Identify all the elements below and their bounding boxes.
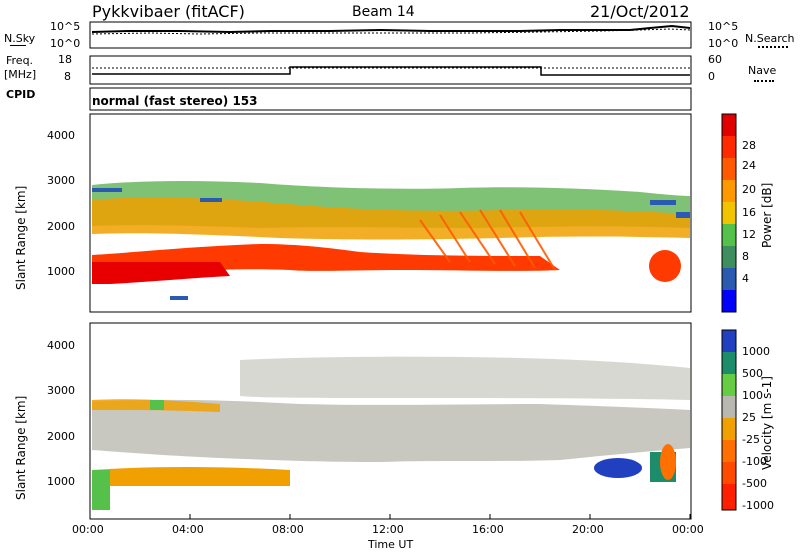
noise-sky-line (10, 45, 26, 46)
power-ytick-3000: 3000 (47, 174, 75, 187)
vel-cb-tick-1000: 1000 (742, 345, 770, 358)
vel-cb-tick-neg100: -100 (742, 455, 767, 468)
vel-cb-tick-neg25: -25 (742, 433, 760, 446)
velocity-blue-patch (594, 458, 642, 478)
power-cb-tick-20: 20 (742, 183, 756, 196)
power-ytick-4000: 4000 (47, 129, 75, 142)
vel-cb-tick-neg500: -500 (742, 477, 767, 490)
cpid-frame (89, 87, 692, 111)
freq-label: Freq. (6, 54, 34, 67)
beam-label: Beam 14 (352, 4, 415, 20)
velocity-upper-scatter (240, 356, 690, 400)
velocity-ytick-4000: 4000 (47, 339, 75, 352)
power-cb-tick-24: 24 (742, 159, 756, 172)
power-ytick-2000: 2000 (47, 220, 75, 233)
vel-cb-tick-neg1000: -1000 (742, 499, 774, 512)
power-mid-band (92, 197, 690, 240)
xtick-6: 00:00 (672, 523, 704, 536)
xlabel: Time UT (368, 538, 414, 551)
date-label: 21/Oct/2012 (590, 2, 690, 21)
power-cb-tick-12: 12 (742, 228, 756, 241)
velocity-orange-band (92, 467, 290, 486)
power-blue-scatter (92, 188, 690, 300)
velocity-colorbar (721, 329, 737, 511)
x-tick-marks (89, 514, 691, 519)
velocity-ytick-1000: 1000 (47, 475, 75, 488)
cpid-label: CPID (6, 88, 36, 101)
station-title: Pykkvibaer (fitACF) (92, 2, 245, 21)
power-cb-tick-16: 16 (742, 206, 756, 219)
noise-panel-frame (89, 21, 692, 49)
freq-unit-label: [MHz] (4, 68, 37, 81)
nave-line (754, 80, 774, 82)
power-cb-tick-4: 4 (742, 272, 749, 285)
freq-curve (92, 66, 690, 76)
noise-search-line (758, 46, 788, 48)
noise-right-tick-top: 10^5 (708, 20, 739, 33)
power-peak-band (92, 262, 230, 284)
freq-right-tick-top: 60 (708, 53, 722, 66)
power-strong-band (92, 244, 560, 284)
velocity-ytick-2000: 2000 (47, 430, 75, 443)
velocity-orange-patch (660, 444, 676, 480)
velocity-green-left (92, 470, 110, 510)
noise-right-tick-bottom: 10^0 (708, 37, 739, 50)
velocity-green-mid (150, 400, 164, 410)
velocity-gray-scatter (92, 399, 690, 462)
freq-left-tick-top: 18 (58, 53, 72, 66)
noise-sky-label: N.Sky (4, 32, 36, 45)
xtick-2: 08:00 (272, 523, 304, 536)
power-cb-tick-28: 28 (742, 139, 756, 152)
vel-cb-tick-500: 500 (742, 367, 763, 380)
freq-panel-frame (89, 55, 692, 85)
velocity-panel (89, 322, 737, 520)
power-late-echo (649, 250, 681, 282)
noise-left-tick-top: 10^5 (50, 20, 81, 33)
velocity-ytick-3000: 3000 (47, 384, 75, 397)
xtick-4: 16:00 (472, 523, 504, 536)
cpid-value: normal (fast stereo) 153 (92, 94, 258, 108)
xtick-0: 00:00 (72, 523, 104, 536)
noise-sky-curve (91, 24, 691, 34)
vel-cb-tick-100: 100 (742, 389, 763, 402)
nave-label: Nave (748, 64, 777, 77)
power-cb-tick-8: 8 (742, 250, 749, 263)
power-streaks (419, 209, 556, 271)
xtick-5: 20:00 (572, 523, 604, 536)
noise-search-label: N.Search (745, 32, 795, 45)
freq-left-tick-bottom: 8 (64, 70, 71, 83)
power-panel (89, 113, 737, 313)
noise-search-curve (91, 28, 691, 35)
freq-right-tick-bottom: 0 (708, 70, 715, 83)
noise-left-tick-bottom: 10^0 (50, 37, 81, 50)
vel-cb-tick-25: 25 (742, 411, 756, 424)
xtick-1: 04:00 (172, 523, 204, 536)
xtick-3: 12:00 (372, 523, 404, 536)
power-ytick-1000: 1000 (47, 265, 75, 278)
power-colorbar (721, 113, 737, 313)
